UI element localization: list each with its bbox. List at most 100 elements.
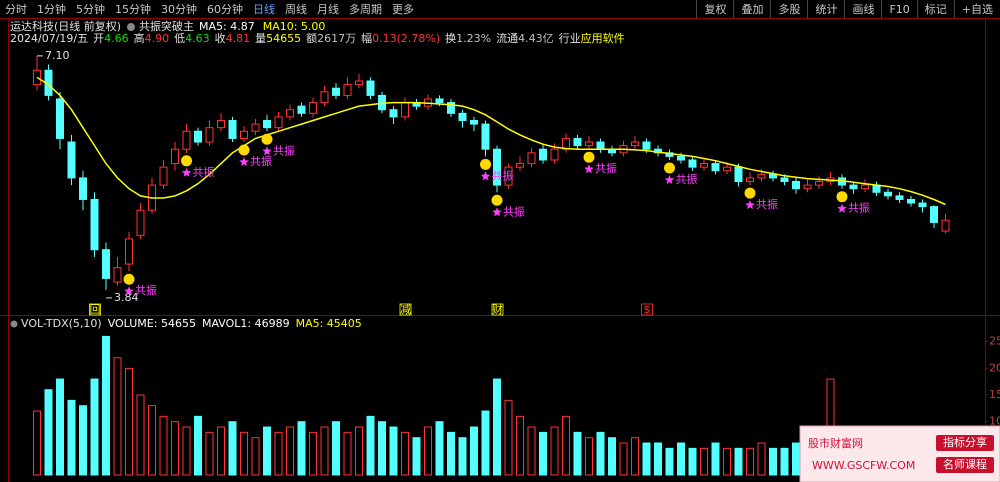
quote-info: 幅0.13(2.78%) [361,32,440,45]
candle-body [182,130,191,150]
candle-body [401,102,409,118]
candle-body [343,84,352,96]
volume-bar [125,367,133,476]
candle-body [573,137,582,147]
tool-button[interactable]: 多股 [770,0,807,18]
tool-button[interactable]: F10 [881,0,916,18]
volume-bar [711,442,720,476]
tool-button[interactable]: 标记 [916,0,954,18]
watermark-url: WWW.GSCFW.COM [812,459,915,472]
event-box [399,303,412,316]
period-tab[interactable]: 分时 [5,3,27,16]
candle-body [907,198,915,204]
volume-bar [332,421,340,476]
watermark-tag: 名师课程 [943,457,987,471]
candle-body [297,105,306,114]
volume-bar [493,378,501,476]
period-tab[interactable]: 1分钟 [37,3,66,16]
volume-bar [723,447,731,476]
tool-button[interactable]: 统计 [807,0,844,18]
watermark-tag: 指标分享 [943,435,987,449]
quote-label: 开 [93,32,104,45]
period-tab[interactable]: 15分钟 [115,3,151,16]
quote-value: 4.81 [226,32,251,45]
candle-body [872,184,881,193]
candle-body [585,141,593,147]
volume-bar [217,426,225,476]
tool-button[interactable]: 复权 [696,0,733,18]
candle-body [309,102,317,114]
volume-bar [562,415,570,476]
watermark-bg [799,425,1000,482]
volume-bar [205,431,214,476]
volume-bar [734,447,743,476]
candle-body [205,127,214,143]
signal-label: 共振 [676,172,698,186]
quote-value: 4.63 [185,32,210,45]
candle-body [746,177,754,183]
volume-bar [516,415,524,476]
event-label: 减 [400,303,411,316]
quote-value: 54655 [266,32,301,45]
volume-bar [228,421,237,476]
candle-body [516,163,524,168]
volume-bar [33,410,41,476]
tool-button[interactable]: 叠加 [733,0,770,18]
signal-smiley [181,155,192,167]
volume-bar [573,431,582,476]
volume-bar [355,426,363,476]
period-tab[interactable]: 日线 [253,3,275,16]
signal-star [262,146,272,156]
signal-label: 共振 [492,168,514,182]
candle-body [493,148,501,186]
candle-body [217,119,225,129]
y-tick-label: 15 [989,388,1000,401]
volume-bar [458,437,467,476]
volume-bar [320,426,329,476]
signal-smiley [664,162,675,174]
period-tab[interactable]: 60分钟 [207,3,243,16]
ma-legend: MA5: 4.87 [199,20,255,33]
volume-bar [113,357,122,476]
signal-star [492,207,502,217]
indicator-name: 共振突破主 [139,19,194,33]
candle-body [355,80,363,86]
volume-bar [608,437,616,476]
candle-body [734,166,743,183]
period-tab[interactable]: 5分钟 [76,3,105,16]
event-label: $ [644,303,651,316]
volume-bar [470,426,478,476]
signal-smiley [238,144,250,156]
quote-value: 应用软件 [581,31,625,45]
y-tick-label: 10 [989,415,1000,428]
period-tab[interactable]: 30分钟 [161,3,197,16]
quote-info: 开4.66 [93,32,129,45]
period-tab[interactable]: 月线 [317,3,339,16]
volume-bar [550,426,559,476]
volume-bar [481,410,490,476]
signal-star [124,286,134,296]
period-tab[interactable]: 更多 [392,3,414,16]
signal-label: 共振 [135,283,157,297]
volume-bar [631,437,639,476]
volume-bar [378,421,386,476]
signal-label: 共振 [848,201,870,215]
candle-body [389,109,398,118]
volume-bar [194,415,202,476]
tool-button[interactable]: +自选 [953,0,1000,18]
candle-body [711,163,720,172]
candle-body [769,173,777,179]
period-tab[interactable]: 多周期 [349,3,382,16]
candle-body [458,112,467,121]
candle-body [320,91,329,104]
volume-bar [700,447,708,476]
candle-body [125,238,133,265]
volume-bar [67,399,76,476]
period-tab[interactable]: 周线 [285,3,307,16]
event-label: 财 [492,302,503,316]
stock-title: 运达科技(日线 前复权) [10,19,121,33]
candle-body [941,219,950,232]
tool-button[interactable]: 画线 [844,0,881,18]
volume-bar [642,442,651,476]
